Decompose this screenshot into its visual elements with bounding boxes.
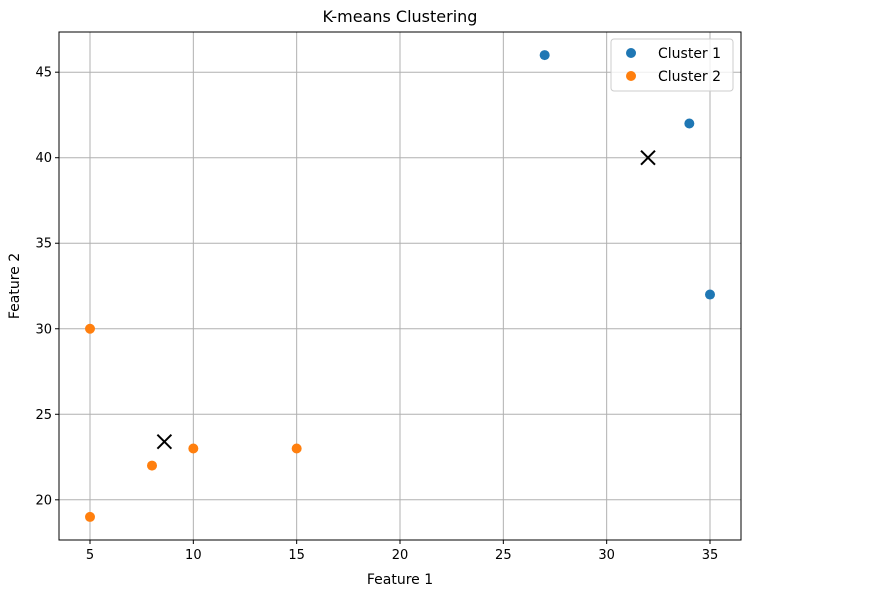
x-tick-label: 25	[495, 548, 512, 563]
y-tick-label: 35	[35, 237, 52, 252]
scatter-point-cluster-2	[147, 460, 157, 471]
legend-label-cluster-1: Cluster 1	[658, 46, 721, 62]
scatter-point-cluster-1	[539, 50, 550, 61]
centroid-markers	[156, 150, 656, 450]
scatter-point-cluster-1	[705, 289, 715, 300]
centroid-marker	[156, 433, 173, 450]
scatter-point-cluster-2	[291, 443, 302, 454]
y-tick-label: 20	[35, 493, 52, 508]
centroid-marker	[640, 150, 656, 166]
legend-label-cluster-2: Cluster 2	[658, 69, 721, 85]
scatter-point-cluster-1	[684, 118, 695, 129]
legend: Cluster 1 Cluster 2	[610, 38, 734, 92]
y-tick-label: 30	[35, 322, 52, 337]
x-axis-title: Feature 1	[367, 572, 433, 588]
x-tick-label: 15	[288, 548, 305, 563]
x-tick-label: 35	[702, 548, 719, 563]
x-tick-label: 5	[86, 548, 94, 563]
chart-title: K-means Clustering	[323, 7, 478, 26]
y-tick-label: 40	[35, 151, 52, 166]
scatter-point-cluster-2	[85, 511, 95, 522]
data-points	[85, 50, 715, 522]
y-tick-label: 45	[35, 66, 52, 81]
x-tick-label: 20	[392, 548, 409, 563]
legend-marker-cluster-2	[626, 71, 636, 81]
x-tick-label: 30	[598, 548, 615, 563]
axis-ticks: 5 10 15 20 25 30 35 20 25 30 35 40 45	[35, 66, 718, 563]
y-axis-title: Feature 2	[7, 253, 23, 319]
x-tick-label: 10	[185, 548, 202, 563]
grid	[59, 32, 741, 540]
legend-box	[610, 38, 734, 92]
y-tick-label: 25	[35, 408, 52, 423]
legend-marker-cluster-1	[626, 48, 636, 58]
scatter-point-cluster-2	[85, 323, 95, 334]
scatter-point-cluster-2	[188, 443, 199, 454]
